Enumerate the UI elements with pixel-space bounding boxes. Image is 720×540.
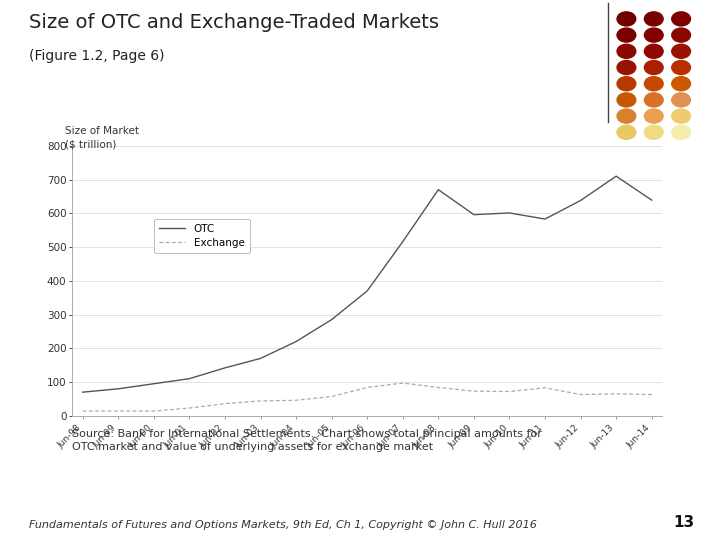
OTC xyxy=(505,210,514,216)
Text: Size of Market: Size of Market xyxy=(65,126,139,136)
Exchange xyxy=(469,388,478,394)
Text: Fundamentals of Futures and Options Markets, 9th Ed, Ch 1, Copyright © John C. H: Fundamentals of Futures and Options Mark… xyxy=(29,520,536,530)
Text: ($ trillion): ($ trillion) xyxy=(65,139,116,149)
Exchange xyxy=(220,401,229,407)
OTC xyxy=(541,216,549,222)
Text: Size of OTC and Exchange-Traded Markets: Size of OTC and Exchange-Traded Markets xyxy=(29,14,438,32)
Exchange xyxy=(363,384,372,391)
Legend: OTC, Exchange: OTC, Exchange xyxy=(154,219,250,253)
OTC xyxy=(328,316,336,323)
Exchange xyxy=(576,392,585,398)
Exchange xyxy=(505,388,514,395)
OTC xyxy=(78,389,87,395)
Exchange xyxy=(292,397,300,403)
OTC xyxy=(114,386,122,392)
Exchange xyxy=(185,405,194,411)
OTC xyxy=(150,381,158,387)
Text: (Figure 1.2, Page 6): (Figure 1.2, Page 6) xyxy=(29,49,164,63)
Text: Source: Bank for International Settlements.  Chart shows total principal amounts: Source: Bank for International Settlemen… xyxy=(72,429,542,453)
OTC xyxy=(469,211,478,218)
Exchange xyxy=(434,384,443,391)
OTC xyxy=(292,338,300,345)
OTC xyxy=(220,364,229,371)
OTC xyxy=(434,186,443,193)
OTC xyxy=(363,288,372,294)
Exchange xyxy=(150,408,158,414)
Exchange xyxy=(612,390,621,397)
Line: OTC: OTC xyxy=(83,176,652,392)
Line: Exchange: Exchange xyxy=(83,383,652,411)
Exchange xyxy=(398,380,407,386)
OTC xyxy=(398,238,407,245)
OTC xyxy=(576,197,585,204)
OTC xyxy=(647,197,656,204)
Exchange xyxy=(328,393,336,400)
OTC xyxy=(185,375,194,382)
OTC xyxy=(256,355,265,362)
OTC xyxy=(612,173,621,179)
Exchange xyxy=(114,408,122,414)
Exchange xyxy=(541,384,549,391)
Exchange xyxy=(647,392,656,398)
Exchange xyxy=(78,408,87,414)
Text: 13: 13 xyxy=(673,515,694,530)
Exchange xyxy=(256,397,265,404)
